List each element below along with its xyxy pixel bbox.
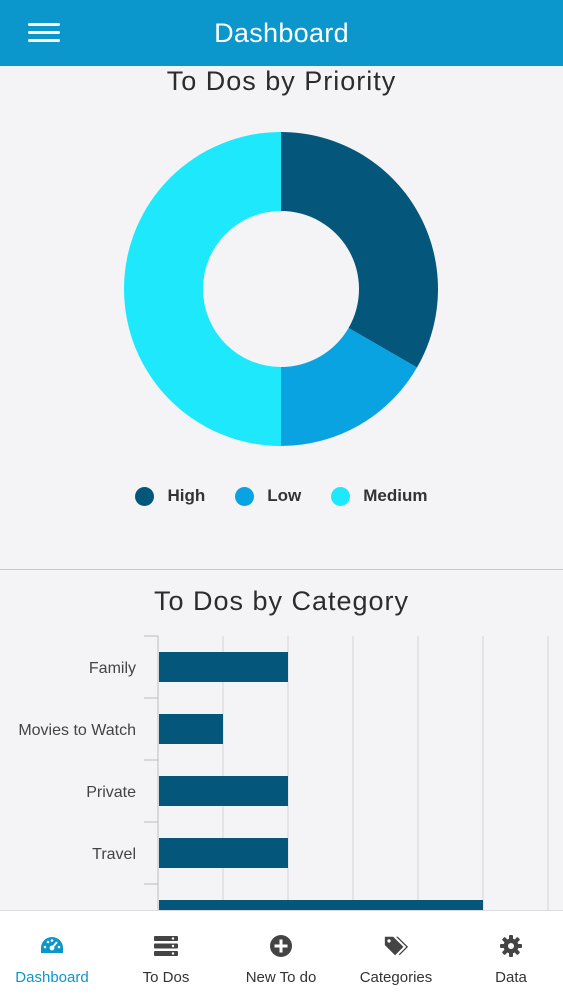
legend-item-high[interactable]: High [135, 486, 205, 506]
bottom-tab-bar: Dashboard To Dos New To do [0, 910, 563, 1001]
tab-todos-label: To Dos [142, 969, 190, 986]
top-navigation-bar: Dashboard [0, 0, 563, 66]
category-tick-label: Private [86, 784, 136, 801]
tab-todos[interactable]: To Dos [110, 911, 222, 1001]
legend-label-low: Low [267, 486, 302, 505]
category-tick-label: Movies to Watch [18, 722, 136, 739]
tags-icon [383, 933, 409, 959]
priority-legend: High Low Medium [0, 486, 563, 506]
legend-label-high: High [167, 486, 206, 505]
category-bar-chart: Family Movies to Watch Private Travel [18, 635, 549, 910]
donut-slice-high [281, 132, 438, 368]
donut-slice-low [281, 328, 417, 446]
category-tick-label: Travel [92, 846, 136, 863]
bar-movies-to-watch [159, 714, 223, 744]
tab-dashboard-label: Dashboard [15, 969, 89, 986]
tab-dashboard[interactable]: Dashboard [0, 911, 108, 1001]
hamburger-menu-icon[interactable] [28, 20, 62, 46]
bar-unlabeled [159, 900, 483, 910]
gear-icon [498, 933, 524, 959]
donut-slice-medium [124, 132, 281, 446]
legend-dot-medium [331, 486, 351, 506]
priority-chart-title: To Dos by Priority [166, 66, 397, 96]
tab-categories-label: Categories [359, 969, 433, 986]
legend-dot-high [135, 486, 155, 506]
bar-family [159, 652, 288, 682]
speedometer-icon [39, 933, 65, 959]
list-icon [153, 933, 179, 959]
plus-circle-icon [268, 933, 294, 959]
bar-private [159, 776, 288, 806]
priority-donut-chart [124, 132, 438, 446]
legend-item-low[interactable]: Low [235, 486, 301, 506]
legend-dot-low [235, 486, 255, 506]
bar-travel [159, 838, 288, 868]
tab-data-label: Data [495, 969, 527, 986]
category-chart-title: To Dos by Category [153, 586, 410, 616]
tab-new-todo-label: New To do [245, 969, 317, 986]
tab-data[interactable]: Data [455, 911, 563, 1001]
page-title: Dashboard [214, 17, 349, 48]
section-divider [0, 569, 563, 570]
category-tick-label: Family [89, 660, 136, 677]
legend-label-medium: Medium [363, 486, 428, 505]
tab-new-todo[interactable]: New To do [225, 911, 337, 1001]
tab-categories[interactable]: Categories [340, 911, 452, 1001]
legend-item-medium[interactable]: Medium [331, 486, 428, 506]
